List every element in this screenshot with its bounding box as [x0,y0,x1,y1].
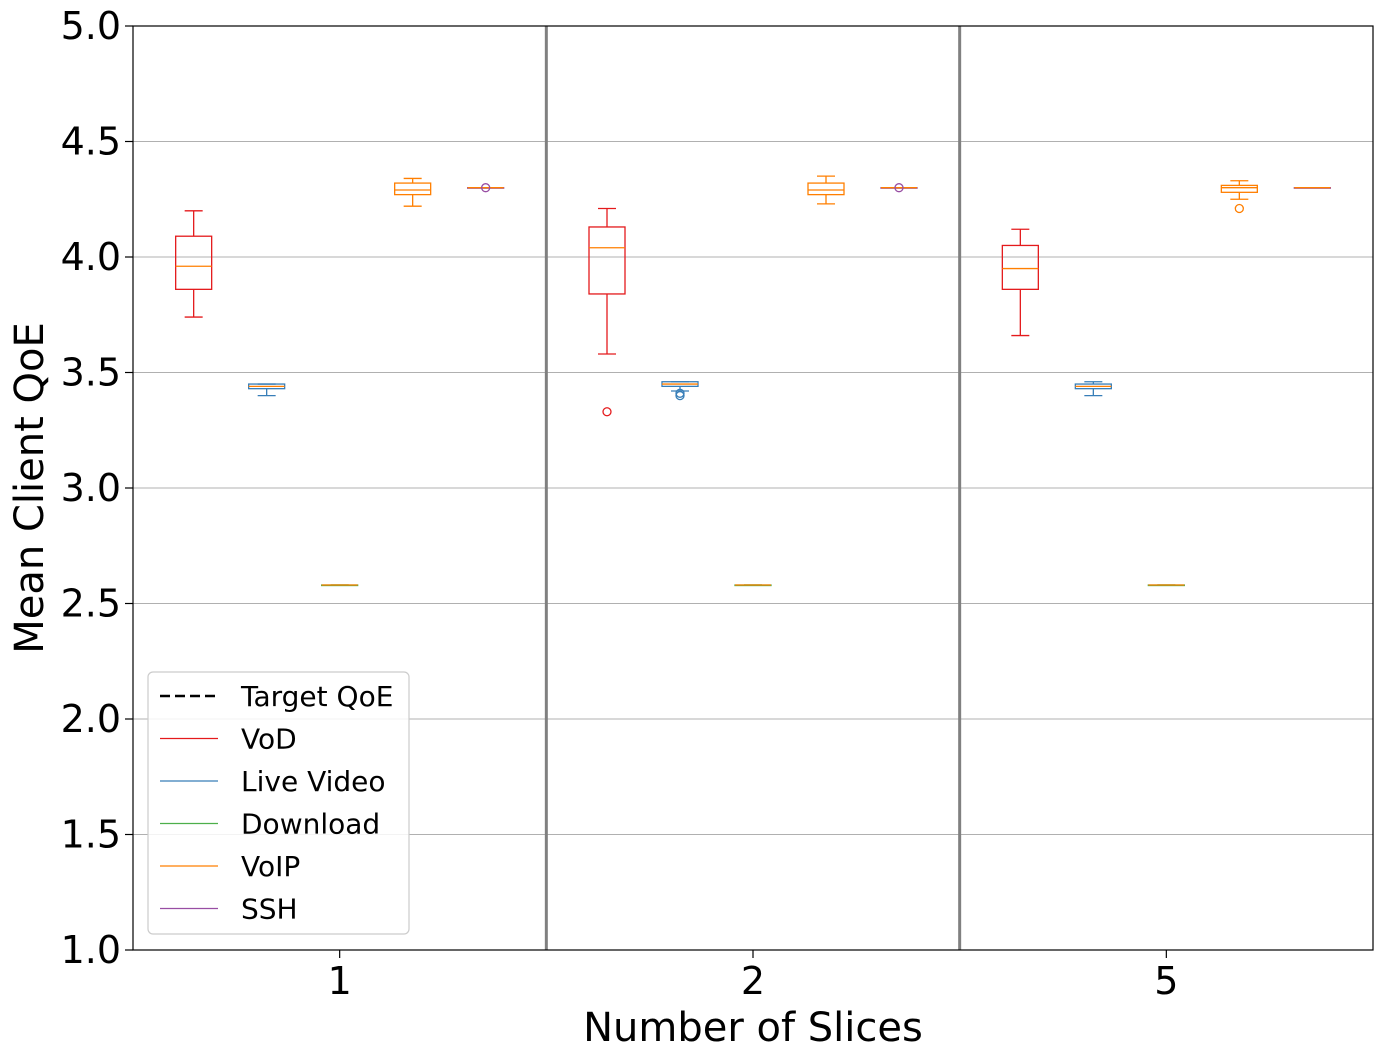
group-separators [544,26,962,950]
x-tick-label: 2 [741,959,765,1003]
outlier-point [675,390,685,401]
iqr-box [1001,244,1039,290]
box-vod [588,207,626,417]
y-tick-label: 4.5 [61,120,121,164]
iqr-box [1220,184,1258,193]
iqr-box [175,235,213,290]
outlier-point [602,407,612,417]
legend-label: Target QoE [240,680,393,713]
y-tick-label: 3.5 [61,351,121,395]
y-tick-label: 3.0 [61,466,121,510]
iqr-box [394,182,432,196]
legend-label: Download [241,808,380,841]
iqr-box [807,182,845,196]
box-marks [175,175,1331,587]
box-voip [394,177,432,207]
box-download [734,584,772,587]
x-axis-label: Number of Slices [583,1005,923,1051]
box-vod [1001,228,1039,337]
y-tick-label: 1.0 [61,928,121,972]
box-voip [807,175,845,205]
x-tick-label: 5 [1154,959,1178,1003]
box-download [1147,584,1185,587]
y-tick-label: 2.0 [61,697,121,741]
box-ssh [467,183,505,193]
y-tick-label: 4.0 [61,235,121,279]
y-axis-ticks: 1.0 1.5 2.0 2.5 3.0 3.5 4.0 4.5 5.0 [61,4,133,972]
box-voip [1220,180,1258,214]
y-axis-label: Mean Client QoE [7,322,53,653]
legend-label: Live Video [241,765,386,798]
legend-frame [147,671,410,935]
box-vod [175,210,213,318]
outlier-point [894,183,904,193]
box-ssh [880,183,918,193]
outlier-point [1234,203,1244,214]
legend-label: VoD [241,723,297,756]
y-tick-label: 2.5 [61,582,121,626]
y-tick-label: 1.5 [61,813,121,857]
box-live-video [1074,381,1112,397]
box-download [321,584,359,587]
box-live-video [661,381,699,401]
y-tick-label: 5.0 [61,4,121,48]
legend-label: SSH [241,893,298,926]
legend-label: VoIP [241,850,300,883]
x-axis-ticks: 1 2 5 [328,950,1178,1003]
legend: Target QoE VoD Live Video Download VoIP SSH [147,671,410,935]
iqr-box [588,226,626,295]
outlier-point [481,183,491,193]
x-tick-label: 1 [328,959,352,1003]
box-live-video [248,383,286,397]
box-ssh [1293,187,1331,189]
